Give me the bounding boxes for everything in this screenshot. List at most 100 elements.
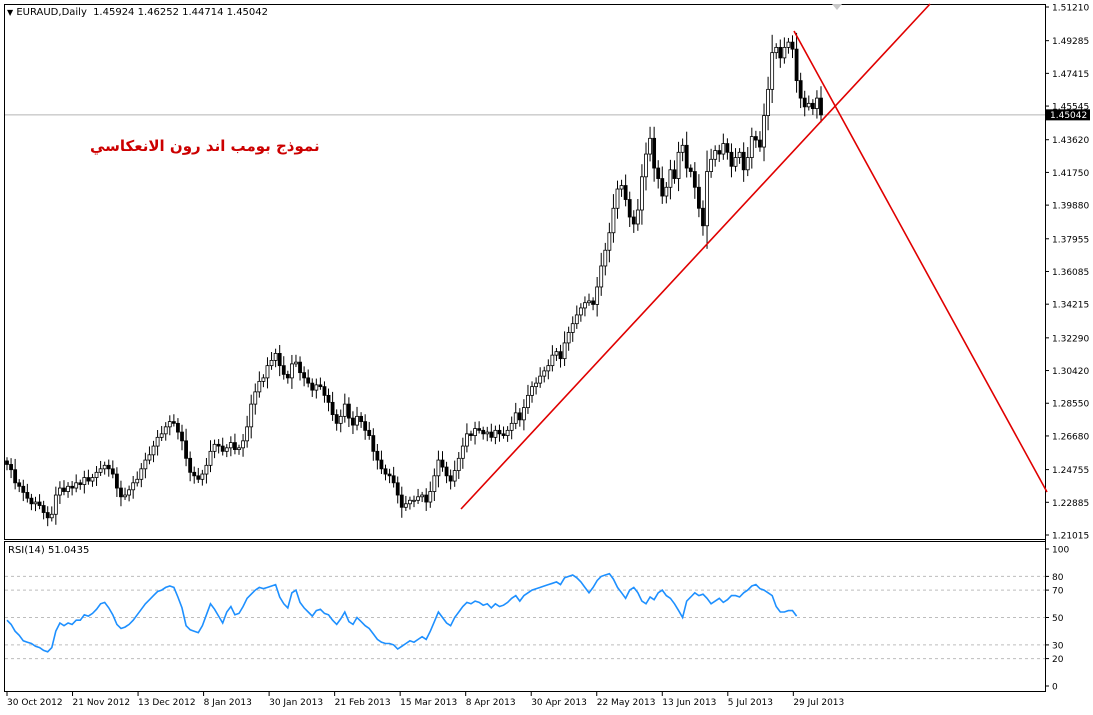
candle (452, 460, 457, 487)
candle (558, 344, 563, 368)
candle (815, 90, 819, 119)
candle (538, 367, 543, 388)
rsi-axis: 100 80 70 50 30 20 0 (1045, 546, 1069, 693)
trendline-support[interactable] (460, 3, 931, 510)
candle (163, 422, 168, 441)
price-tick-label: 1.28550 (1052, 400, 1089, 410)
candle (652, 126, 657, 182)
candle (611, 194, 616, 243)
candle (705, 150, 709, 249)
candle (469, 430, 473, 441)
candle (473, 421, 477, 445)
candle (220, 437, 225, 456)
candle (408, 496, 412, 510)
candle (794, 32, 799, 93)
price-tick-label: 1.26680 (1052, 432, 1089, 442)
candle (151, 440, 156, 463)
candle (66, 482, 70, 498)
candle (717, 144, 722, 162)
candle (774, 43, 779, 59)
price-tick-label: 1.32290 (1052, 334, 1089, 344)
candle (5, 457, 9, 471)
candle (489, 423, 494, 442)
candle (758, 131, 762, 152)
candle (78, 479, 83, 490)
price-tick-label: 1.43620 (1052, 136, 1089, 146)
candle (29, 493, 34, 511)
candle (513, 402, 518, 430)
candle (326, 388, 331, 412)
candle (106, 459, 111, 477)
price-tick-label: 1.22885 (1052, 499, 1089, 509)
candle (607, 222, 612, 263)
shift-marker-icon[interactable] (832, 4, 842, 10)
ohlc-values: 1.45924 1.46252 1.44714 1.45042 (93, 7, 269, 18)
rsi-label: RSI(14) 51.0435 (8, 545, 90, 556)
candle (306, 369, 311, 388)
candle (237, 444, 241, 455)
candle (110, 460, 115, 479)
candle (119, 480, 123, 507)
candle (310, 378, 315, 397)
candle (9, 458, 13, 479)
rsi-levels (5, 575, 1045, 660)
candle (245, 415, 250, 448)
candle (314, 378, 319, 399)
candle (37, 494, 42, 510)
candle (587, 293, 591, 306)
candle (265, 357, 270, 389)
candle (550, 345, 555, 372)
triangle-down-icon[interactable]: ▼ (7, 8, 14, 17)
candle (383, 464, 388, 481)
candle (253, 383, 258, 415)
trendline-run[interactable] (793, 30, 1048, 493)
candle (184, 428, 188, 467)
candle (412, 495, 416, 508)
price-axis: 1.51210 1.49285 1.47415 1.45545 1.43620 1.417… (1045, 4, 1089, 542)
candle (497, 424, 502, 442)
candle (249, 394, 254, 439)
candle (86, 469, 91, 485)
candle (530, 381, 534, 403)
candle (379, 450, 384, 475)
candle (688, 164, 693, 178)
candle (176, 418, 180, 440)
candle (583, 296, 587, 317)
candle (33, 496, 38, 512)
candle (363, 414, 368, 440)
candle (204, 457, 209, 484)
candle (737, 148, 742, 164)
price-tick-label: 1.41750 (1052, 169, 1089, 179)
price-tick-label: 1.47415 (1052, 70, 1089, 80)
candle (355, 406, 359, 431)
candle (131, 475, 136, 499)
candle (432, 468, 437, 501)
price-panel-frame (4, 4, 1046, 540)
candle (135, 471, 140, 487)
candle (713, 145, 718, 167)
candle (224, 444, 229, 458)
rsi-tick-label: 50 (1052, 614, 1064, 624)
candle (216, 439, 221, 454)
candle (753, 130, 758, 148)
candle (591, 297, 595, 311)
candle (623, 174, 628, 207)
candle (648, 126, 652, 162)
candle (786, 37, 791, 54)
candle (574, 305, 579, 329)
candle (212, 439, 217, 459)
candle (94, 466, 99, 486)
candle (599, 252, 604, 296)
candle (701, 200, 705, 236)
candle (554, 347, 559, 361)
rsi-tick-label: 0 (1052, 683, 1058, 693)
current-price-tag: 1.45042 (1046, 109, 1090, 121)
time-tick-label: 8 Jan 2013 (204, 698, 252, 708)
rsi-series-line (6, 572, 798, 653)
chart-header: ▼ EURAUD,Daily 1.45924 1.46252 1.44714 1… (7, 7, 268, 18)
candle (664, 182, 669, 204)
candle (570, 316, 575, 342)
time-tick-label: 8 Apr 2013 (466, 698, 516, 708)
